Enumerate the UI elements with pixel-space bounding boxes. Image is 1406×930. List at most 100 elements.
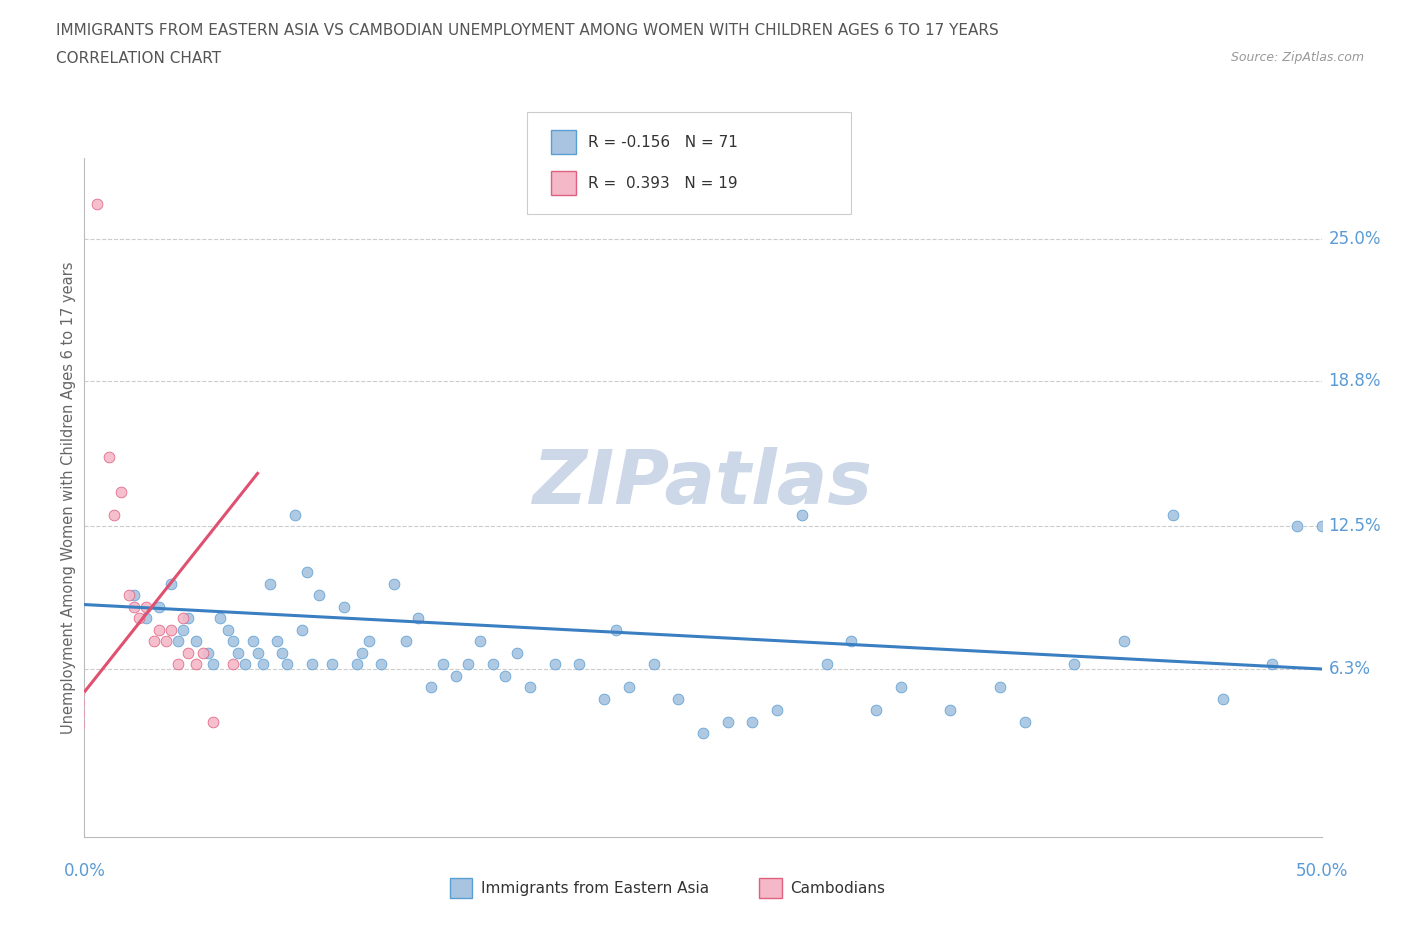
- Point: [142, 634, 165, 649]
- Point: [160, 622, 183, 637]
- Point: [122, 588, 145, 603]
- Point: [470, 634, 492, 649]
- Point: [543, 657, 565, 671]
- Point: [197, 645, 219, 660]
- Point: [432, 657, 454, 671]
- Point: [177, 645, 200, 660]
- Point: [357, 634, 380, 649]
- Point: [741, 714, 763, 729]
- Point: [160, 577, 183, 591]
- Point: [172, 611, 194, 626]
- Point: [266, 634, 288, 649]
- Point: [1261, 657, 1284, 671]
- Text: Immigrants from Eastern Asia: Immigrants from Eastern Asia: [481, 881, 709, 896]
- Point: [259, 577, 281, 591]
- Point: [1063, 657, 1085, 671]
- Point: [321, 657, 343, 671]
- Point: [692, 726, 714, 741]
- Point: [148, 622, 170, 637]
- Point: [103, 508, 125, 523]
- Point: [271, 645, 294, 660]
- Point: [167, 634, 190, 649]
- Point: [617, 680, 640, 695]
- Point: [593, 692, 616, 707]
- Point: [295, 565, 318, 579]
- Point: [177, 611, 200, 626]
- Point: [202, 714, 225, 729]
- Point: [382, 577, 405, 591]
- Point: [481, 657, 503, 671]
- Point: [184, 657, 207, 671]
- Point: [1310, 519, 1333, 534]
- Point: [110, 485, 132, 499]
- Text: R =  0.393   N = 19: R = 0.393 N = 19: [588, 176, 737, 191]
- Point: [890, 680, 912, 695]
- Point: [370, 657, 392, 671]
- Point: [191, 645, 214, 660]
- Text: 18.8%: 18.8%: [1329, 372, 1381, 391]
- Point: [643, 657, 665, 671]
- Point: [408, 611, 430, 626]
- Point: [222, 657, 245, 671]
- Point: [118, 588, 141, 603]
- Point: [419, 680, 441, 695]
- Text: Cambodians: Cambodians: [790, 881, 886, 896]
- Point: [242, 634, 264, 649]
- Text: 6.3%: 6.3%: [1329, 660, 1371, 678]
- Point: [1112, 634, 1135, 649]
- Point: [276, 657, 298, 671]
- Point: [202, 657, 225, 671]
- Point: [226, 645, 249, 660]
- Point: [135, 600, 157, 615]
- Point: [395, 634, 418, 649]
- Point: [284, 508, 307, 523]
- Point: [457, 657, 479, 671]
- Text: 12.5%: 12.5%: [1329, 517, 1381, 536]
- Point: [184, 634, 207, 649]
- Point: [841, 634, 863, 649]
- Text: CORRELATION CHART: CORRELATION CHART: [56, 51, 221, 66]
- Point: [246, 645, 269, 660]
- Point: [568, 657, 591, 671]
- Point: [519, 680, 541, 695]
- Point: [291, 622, 314, 637]
- Point: [122, 600, 145, 615]
- Point: [1212, 692, 1234, 707]
- Point: [766, 703, 789, 718]
- Point: [135, 611, 157, 626]
- Text: 50.0%: 50.0%: [1295, 862, 1348, 880]
- Point: [494, 669, 516, 684]
- Point: [308, 588, 330, 603]
- Point: [167, 657, 190, 671]
- Point: [717, 714, 740, 729]
- Point: [350, 645, 373, 660]
- Point: [98, 450, 121, 465]
- Text: R = -0.156   N = 71: R = -0.156 N = 71: [588, 135, 738, 150]
- Point: [172, 622, 194, 637]
- Point: [301, 657, 323, 671]
- Point: [939, 703, 962, 718]
- Point: [86, 196, 108, 211]
- Point: [1014, 714, 1036, 729]
- Point: [865, 703, 887, 718]
- Text: 0.0%: 0.0%: [63, 862, 105, 880]
- Point: [155, 634, 177, 649]
- Y-axis label: Unemployment Among Women with Children Ages 6 to 17 years: Unemployment Among Women with Children A…: [60, 261, 76, 734]
- Point: [815, 657, 838, 671]
- Point: [444, 669, 467, 684]
- Point: [333, 600, 356, 615]
- Text: IMMIGRANTS FROM EASTERN ASIA VS CAMBODIAN UNEMPLOYMENT AMONG WOMEN WITH CHILDREN: IMMIGRANTS FROM EASTERN ASIA VS CAMBODIA…: [56, 23, 1000, 38]
- Point: [1161, 508, 1184, 523]
- Point: [506, 645, 529, 660]
- Point: [222, 634, 245, 649]
- Point: [233, 657, 256, 671]
- Point: [988, 680, 1011, 695]
- Point: [666, 692, 689, 707]
- Point: [1285, 519, 1308, 534]
- Point: [128, 611, 150, 626]
- Point: [346, 657, 368, 671]
- Text: 25.0%: 25.0%: [1329, 230, 1381, 247]
- Point: [790, 508, 813, 523]
- Point: [605, 622, 627, 637]
- Point: [217, 622, 239, 637]
